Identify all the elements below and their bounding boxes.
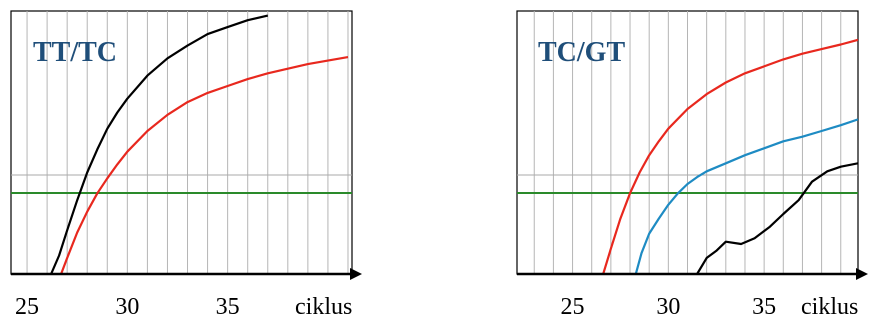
x-axis [517, 268, 868, 280]
x-tick-label: 35 [216, 294, 240, 320]
grid-lines [26, 11, 349, 274]
series-line-2 [634, 118, 858, 274]
series-line-1 [602, 38, 858, 274]
series-line-2 [60, 56, 349, 274]
panel-title: TT/TC [33, 37, 117, 68]
series-line-1 [50, 14, 269, 274]
x-tick-label: 25 [15, 294, 39, 320]
x-axis [11, 268, 362, 280]
x-tick-labels: 25 30 35 [15, 294, 240, 320]
panel-title: TC/GT [538, 37, 625, 68]
x-axis-label: ciklus [295, 294, 352, 320]
x-tick-label: 30 [115, 294, 139, 320]
chart-panel-tc-gt: 25 30 35 TC/GT ciklus [516, 10, 868, 320]
x-axis-label: ciklus [801, 294, 858, 320]
series-group [602, 38, 858, 274]
series-line-3 [696, 162, 858, 274]
x-tick-label: 25 [561, 294, 585, 320]
x-axis-arrowhead [350, 268, 362, 280]
chart-panel-tt-tc: 25 30 35 TT/TC ciklus [10, 10, 362, 320]
series-group [50, 14, 349, 274]
x-tick-label: 35 [752, 294, 776, 320]
x-tick-label: 30 [656, 294, 680, 320]
x-tick-labels: 25 30 35 [561, 294, 777, 320]
x-axis-arrowhead [856, 268, 868, 280]
